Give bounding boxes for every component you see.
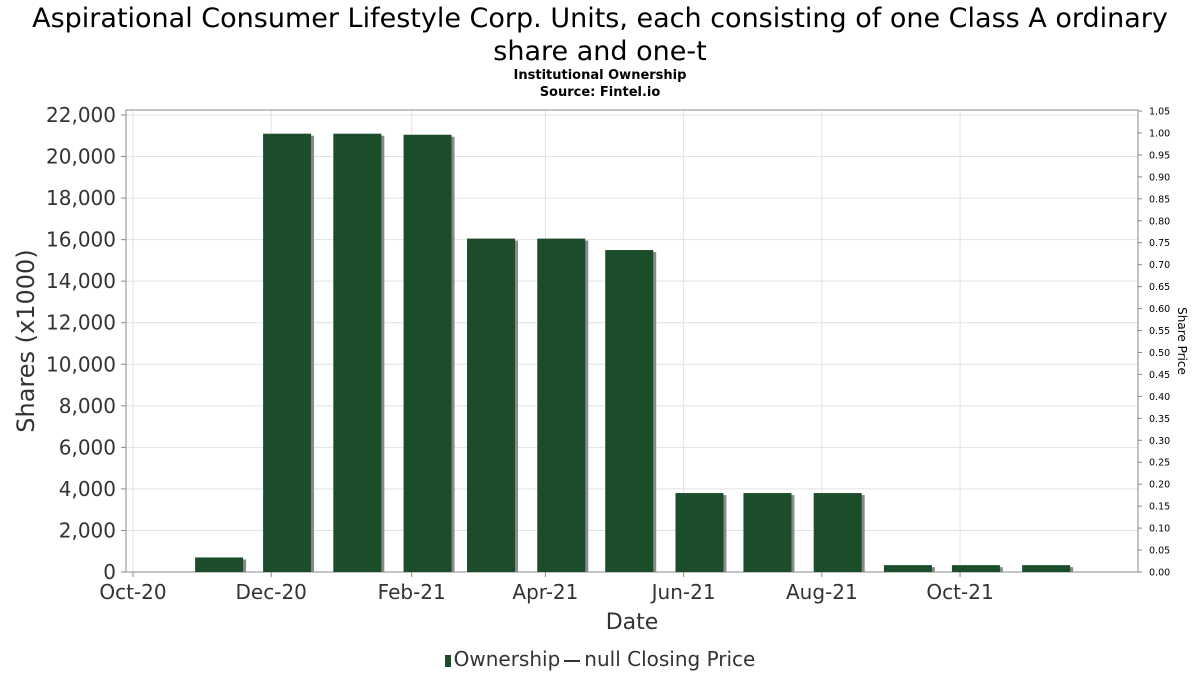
- y-tick-label: 18,000: [46, 186, 116, 210]
- x-axis-label: Date: [606, 610, 659, 635]
- legend: Ownership null Closing Price: [0, 647, 1200, 671]
- x-tick-label: Oct-20: [99, 580, 166, 604]
- y2-tick-label: 0.95: [1149, 150, 1170, 161]
- x-tick-label: Feb-21: [378, 580, 446, 604]
- y-tick-label: 14,000: [46, 269, 116, 293]
- x-tick-label: Aug-21: [786, 580, 858, 604]
- ownership-bar: [195, 557, 244, 572]
- y2-tick-label: 0.45: [1149, 370, 1170, 381]
- y2-axis-label: Share Price: [1175, 307, 1189, 375]
- y-tick-label: 12,000: [46, 311, 116, 335]
- y2-tick-label: 0.00: [1149, 568, 1170, 579]
- ownership-bar: [333, 133, 382, 573]
- y-axis-label: Shares (x1000): [12, 249, 40, 432]
- y-tick-label: 6,000: [59, 435, 116, 459]
- ownership-bar: [1022, 565, 1071, 572]
- ownership-bar: [605, 250, 654, 573]
- y2-tick-label: 0.55: [1149, 326, 1170, 337]
- chart-source: Source: Fintel.io: [539, 85, 661, 100]
- y-tick-label: 16,000: [46, 228, 116, 252]
- y-tick-label: 22,000: [46, 103, 116, 127]
- y2-tick-label: 0.35: [1149, 414, 1170, 425]
- y2-tick-label: 0.05: [1149, 546, 1170, 557]
- bars-group: [195, 133, 1074, 573]
- y-axis: 0 2,000 4,000 6,000 8,000 10,000 12,000 14,000 1…: [46, 103, 126, 584]
- y2-tick-label: 0.70: [1149, 260, 1170, 271]
- y-tick-label: 4,000: [59, 477, 116, 501]
- y2-tick-label: 0.90: [1149, 172, 1170, 183]
- x-axis: Oct-20 Dec-20 Feb-21 Apr-21 Jun-21 Aug-21 Oct-…: [99, 572, 994, 604]
- x-tick-label: Apr-21: [512, 580, 578, 604]
- ownership-bar: [743, 493, 792, 572]
- ownership-legend-label: Ownership: [453, 647, 561, 671]
- ownership-bar: [675, 493, 724, 572]
- ownership-bar: [263, 133, 312, 573]
- ownership-legend-swatch: [444, 654, 451, 667]
- y2-tick-label: 0.25: [1149, 458, 1170, 469]
- y2-tick-label: 0.10: [1149, 524, 1170, 535]
- ownership-bar: [467, 238, 516, 573]
- y2-tick-label: 0.80: [1149, 216, 1170, 227]
- x-tick-label: Oct-21: [926, 580, 993, 604]
- y2-tick-label: 0.65: [1149, 282, 1170, 293]
- y2-tick-label: 0.75: [1149, 238, 1170, 249]
- y-tick-label: 2,000: [59, 518, 116, 542]
- y2-tick-label: 0.40: [1149, 392, 1170, 403]
- chart-title: Aspirational Consumer Lifestyle Corp. Un…: [32, 3, 1168, 67]
- y2-tick-label: 1.00: [1149, 128, 1170, 139]
- y-tick-label: 10,000: [46, 352, 116, 376]
- y2-tick-label: 0.60: [1149, 304, 1170, 315]
- ownership-bar: [813, 493, 862, 572]
- x-tick-label: Jun-21: [650, 580, 716, 604]
- x-tick-label: Dec-20: [236, 580, 307, 604]
- y-tick-label: 8,000: [59, 394, 116, 418]
- y-tick-label: 0: [103, 560, 116, 584]
- ownership-bar: [951, 565, 1000, 572]
- ownership-bar: [537, 238, 586, 573]
- ownership-bar: [883, 565, 932, 572]
- price-legend-line: [564, 659, 581, 662]
- y-tick-label: 20,000: [46, 145, 116, 169]
- y2-tick-label: 0.85: [1149, 194, 1170, 205]
- y2-axis: 0.00 0.05 0.10 0.15 0.20 0.25 0.30 0.35 0.40 0.45…: [1138, 107, 1170, 579]
- y2-tick-label: 1.05: [1149, 107, 1170, 118]
- y2-tick-label: 0.20: [1149, 480, 1170, 491]
- price-legend-label: null Closing Price: [584, 647, 756, 671]
- y2-tick-label: 0.15: [1149, 502, 1170, 513]
- y2-tick-label: 0.30: [1149, 436, 1170, 447]
- chart-subtitle: Institutional Ownership: [513, 68, 687, 83]
- y2-tick-label: 0.50: [1149, 348, 1170, 359]
- ownership-bar: [403, 134, 452, 573]
